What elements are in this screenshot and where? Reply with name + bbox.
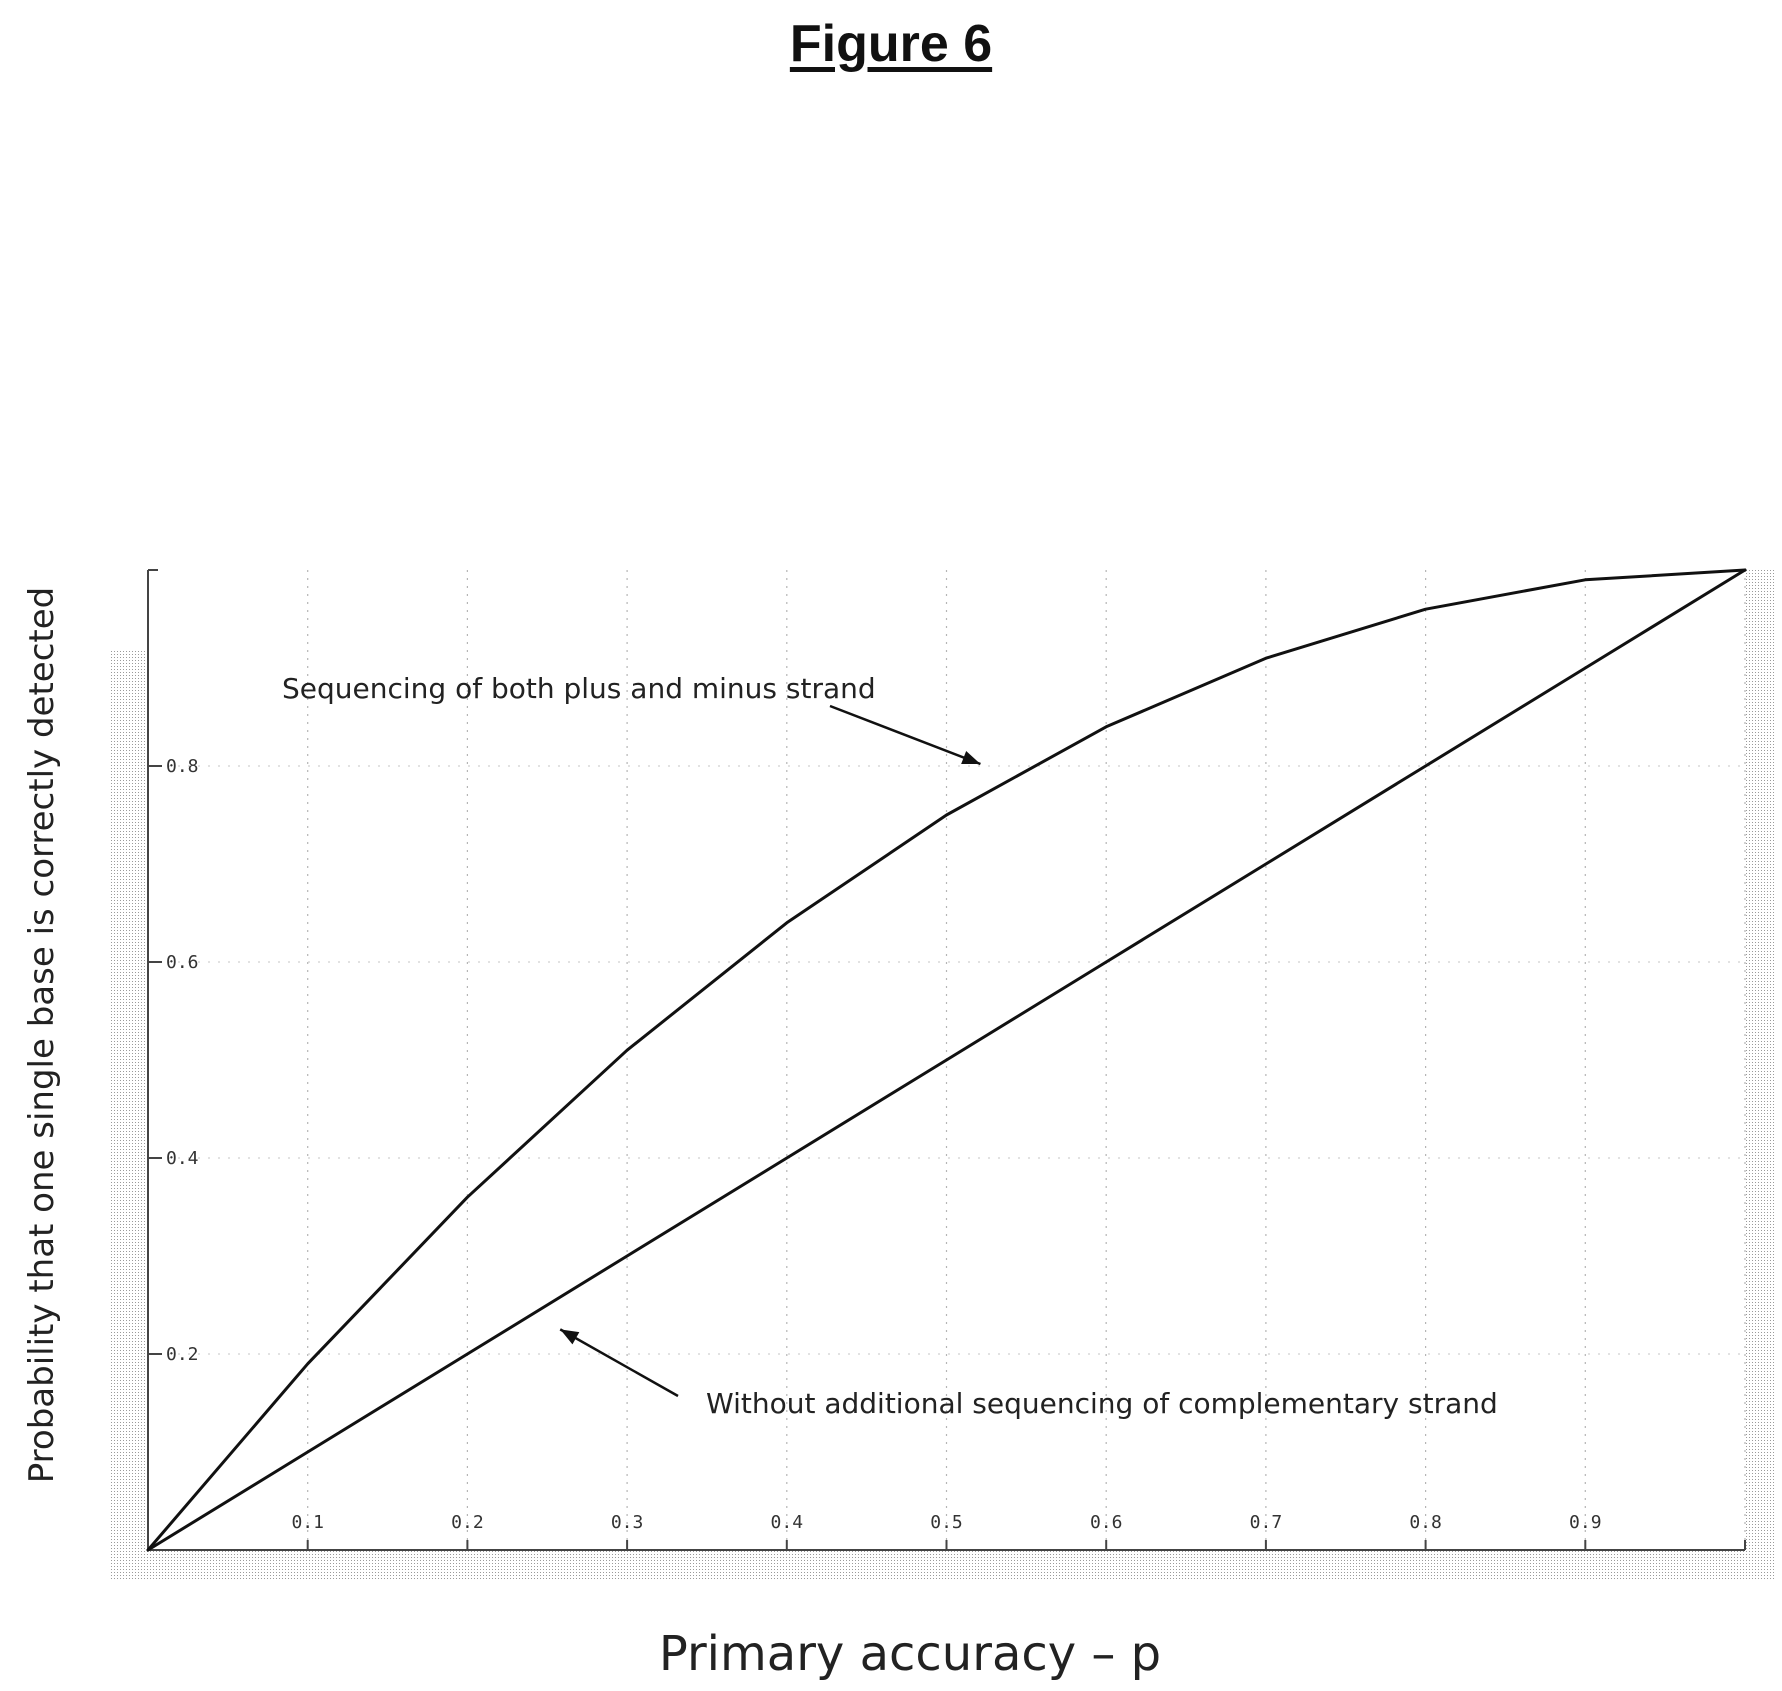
x-tick-label: 0.9	[1569, 1512, 1602, 1533]
x-tick-label: 0.1	[291, 1512, 324, 1533]
x-tick-label: 0.8	[1409, 1512, 1442, 1533]
y-tick-label: 0.2	[166, 1344, 199, 1365]
axis-labels: Primary accuracy – p Probability that one…	[22, 587, 1161, 1682]
x-tick-label: 0.2	[451, 1512, 484, 1533]
y-tick-label: 0.4	[166, 1148, 199, 1169]
x-tick-label: 0.6	[1090, 1512, 1123, 1533]
annotation-label-both-strands: Sequencing of both plus and minus strand	[282, 672, 876, 705]
y-tick-label: 0.6	[166, 952, 199, 973]
y-axis-label: Probability that one single base is corr…	[22, 587, 62, 1483]
x-tick-label: 0.3	[611, 1512, 644, 1533]
series-lines	[146, 568, 1747, 1552]
series-line-2	[146, 568, 1747, 1552]
gridlines	[148, 570, 1746, 1550]
x-tick-label: 0.4	[771, 1512, 804, 1533]
annotation-label-no-complement: Without additional sequencing of complem…	[706, 1387, 1498, 1420]
figure-border	[110, 570, 1775, 1580]
axes: 0.1 0.2 0.3 0.4 0.5 0.6 0.7 0.8 0.9 0.2 0.4 0.6 0.8	[147, 569, 1746, 1551]
annotation-arrow-no-complement-shaft	[559, 1328, 679, 1398]
annotation-arrow-no-complement-head	[560, 1329, 580, 1345]
figure-title: Figure 6	[789, 15, 993, 73]
x-tick-label: 0.5	[930, 1512, 963, 1533]
annotation-arrow-both-strands-head	[961, 750, 981, 765]
annotation-arrow-both-strands-shaft	[829, 704, 981, 766]
annotations: Sequencing of both plus and minus strand…	[282, 672, 1498, 1420]
y-tick-label: 0.8	[166, 756, 199, 777]
plot-frame	[110, 570, 1775, 1580]
series-line-1	[146, 568, 1747, 1552]
x-axis-label: Primary accuracy – p	[659, 1626, 1161, 1682]
x-tick-label: 0.7	[1250, 1512, 1283, 1533]
